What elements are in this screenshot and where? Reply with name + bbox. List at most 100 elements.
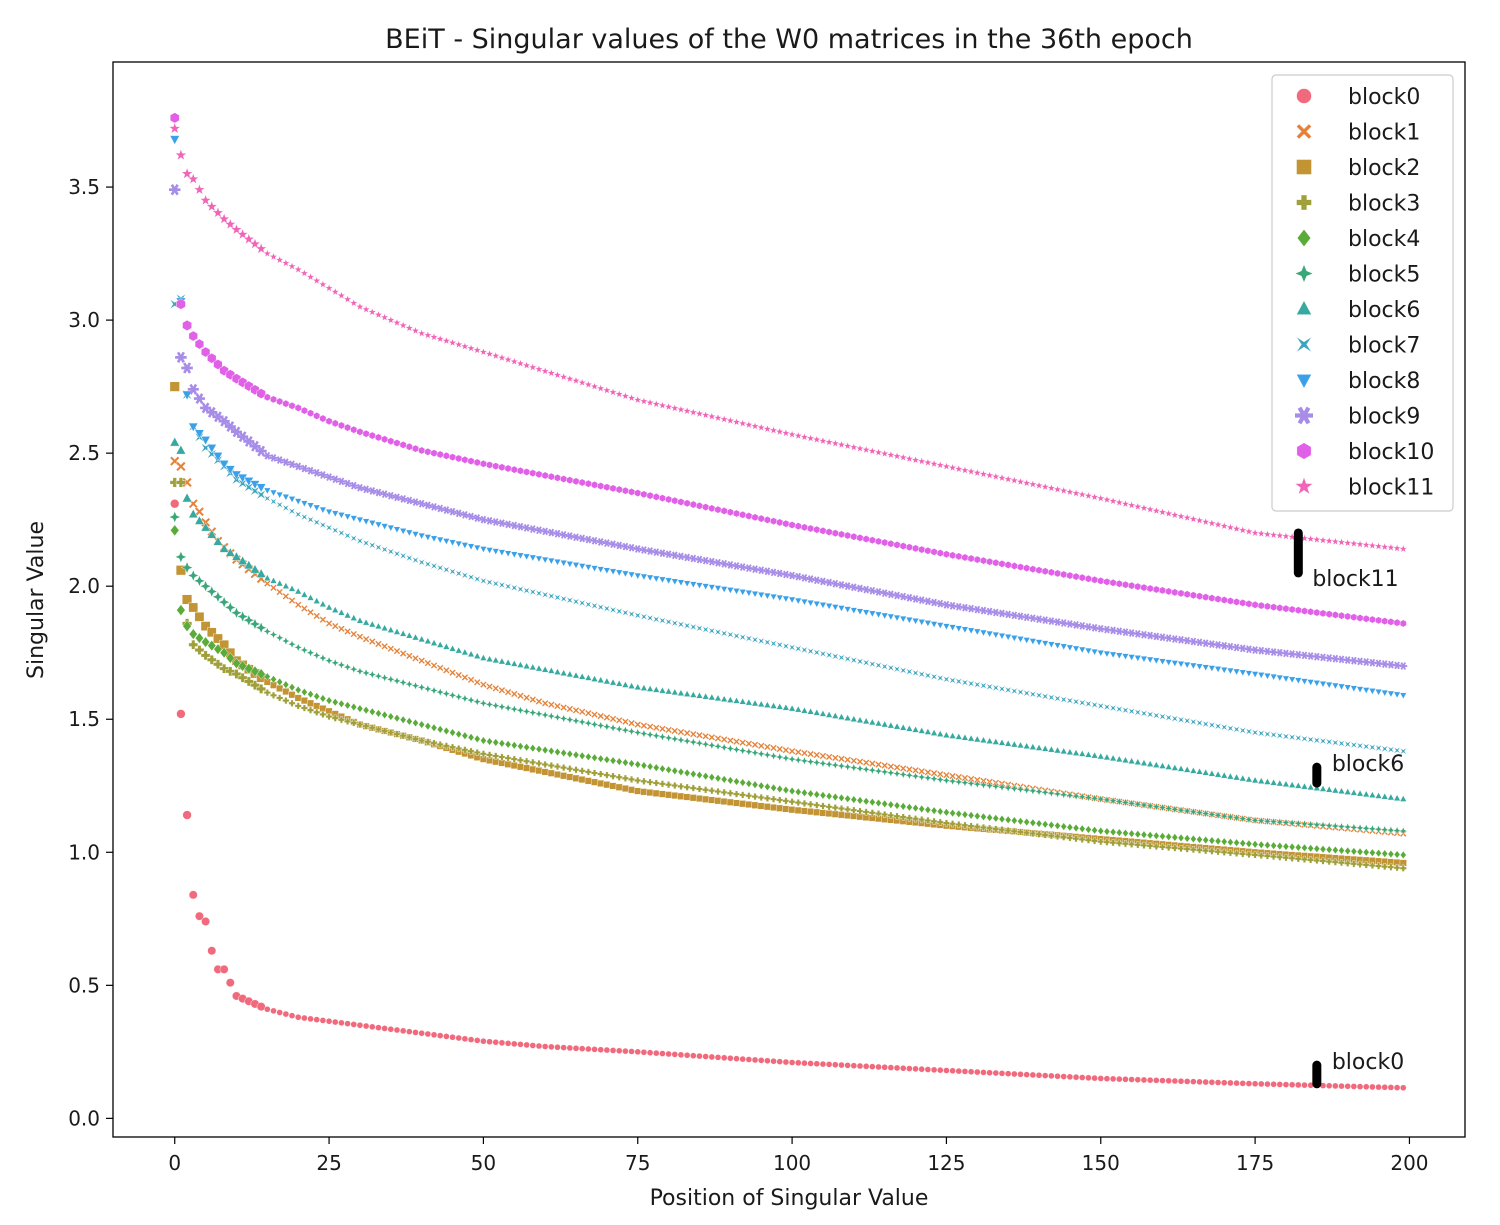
data-point: [578, 708, 586, 716]
data-point: [813, 649, 821, 656]
data-point: [653, 1049, 660, 1057]
data-point: [720, 586, 728, 594]
data-point: [615, 716, 623, 724]
data-point: [195, 632, 204, 644]
data-point: [1176, 511, 1186, 521]
data-point: [1201, 809, 1211, 819]
data-point: [1208, 594, 1216, 602]
data-point: [1331, 786, 1340, 794]
data-point: [1115, 839, 1123, 847]
data-point: [406, 1028, 413, 1035]
data-point: [875, 1063, 882, 1071]
data-point: [1386, 660, 1395, 669]
data-point: [480, 736, 487, 745]
data-point: [1159, 586, 1166, 595]
data-point: [325, 1018, 333, 1025]
data-point: [843, 441, 853, 450]
data-point: [622, 1047, 629, 1055]
data-point: [1188, 514, 1198, 523]
data-point: [393, 526, 401, 534]
data-point: [825, 753, 833, 761]
data-point: [1313, 680, 1321, 687]
data-point: [819, 602, 827, 609]
data-point: [1251, 646, 1260, 654]
data-point: [1214, 641, 1223, 649]
data-point: [498, 686, 506, 694]
data-point: [732, 745, 742, 755]
data-point: [1078, 835, 1086, 843]
x-tick-label: 75: [625, 1151, 650, 1175]
data-point: [770, 803, 778, 811]
data-point: [504, 760, 512, 768]
data-point: [242, 614, 255, 627]
data-point: [751, 565, 760, 574]
data-point: [985, 737, 994, 744]
data-point: [374, 640, 383, 648]
data-point: [1195, 808, 1205, 818]
data-point: [627, 393, 637, 402]
data-point: [578, 534, 587, 543]
data-point: [645, 730, 655, 740]
data-point: [1041, 1072, 1049, 1079]
data-point: [979, 606, 988, 615]
data-point: [263, 393, 271, 402]
data-point: [838, 1061, 845, 1069]
data-point: [1375, 1083, 1382, 1091]
data-point: [213, 359, 223, 370]
data-point: [998, 826, 1006, 834]
data-point: [553, 668, 562, 675]
data-point: [646, 574, 654, 582]
data-point: [640, 788, 648, 796]
data-point: [844, 1062, 851, 1069]
data-point: [992, 684, 1000, 692]
data-point: [1374, 791, 1383, 799]
data-point: [689, 794, 697, 802]
data-point: [307, 706, 315, 714]
data-point: [282, 697, 290, 705]
data-point: [911, 595, 920, 603]
data-point: [924, 1066, 932, 1073]
data-point: [1256, 816, 1266, 826]
data-point: [243, 559, 254, 570]
data-point: [270, 675, 277, 684]
data-point: [1263, 852, 1271, 860]
data-point: [206, 444, 217, 454]
data-point: [1084, 836, 1092, 844]
data-point: [782, 785, 790, 795]
data-point: [862, 535, 870, 543]
data-point: [523, 1041, 530, 1049]
data-point: [522, 706, 532, 716]
data-point: [1226, 642, 1235, 651]
data-point: [467, 457, 475, 466]
data-point: [1393, 1084, 1401, 1091]
data-point: [597, 754, 604, 763]
data-point: [818, 577, 827, 586]
data-point: [1091, 837, 1099, 845]
data-point: [435, 334, 445, 343]
data-point: [1369, 615, 1376, 624]
data-point: [436, 1032, 444, 1039]
data-point: [633, 728, 643, 738]
data-point: [813, 790, 821, 799]
data-point: [1294, 734, 1302, 742]
data-point: [338, 421, 345, 430]
data-point: [547, 762, 555, 770]
x-axis-label: Position of Singular Value: [650, 1186, 929, 1211]
data-point: [850, 806, 858, 814]
data-point: [974, 1068, 981, 1076]
data-point: [948, 462, 958, 472]
data-point: [269, 691, 278, 699]
data-point: [436, 725, 444, 734]
data-point: [207, 946, 217, 956]
data-point: [412, 444, 419, 453]
data-point: [646, 789, 654, 797]
data-point: [528, 362, 538, 372]
data-point: [634, 489, 642, 497]
legend-label: block9: [1348, 405, 1420, 430]
data-point: [831, 652, 839, 660]
data-point: [696, 501, 703, 510]
data-point: [1121, 756, 1130, 764]
data-point: [658, 725, 667, 733]
data-point: [1393, 618, 1401, 627]
data-point: [670, 734, 680, 744]
